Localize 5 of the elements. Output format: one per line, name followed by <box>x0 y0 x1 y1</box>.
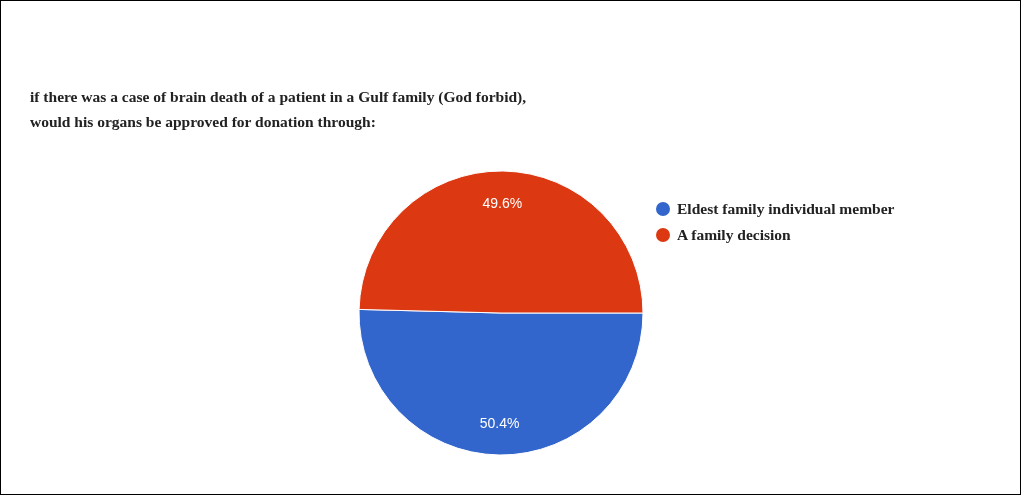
data-label: 49.6% <box>482 194 523 211</box>
data-label: 50.4% <box>479 415 520 432</box>
legend-label: A family decision <box>677 226 792 243</box>
chart-title: if there was a case of brain death of a patient in a Gulf family (God forbid), would his organs be approved for donation through: <box>30 88 527 130</box>
legend-label: Eldest family individual member <box>677 200 895 217</box>
